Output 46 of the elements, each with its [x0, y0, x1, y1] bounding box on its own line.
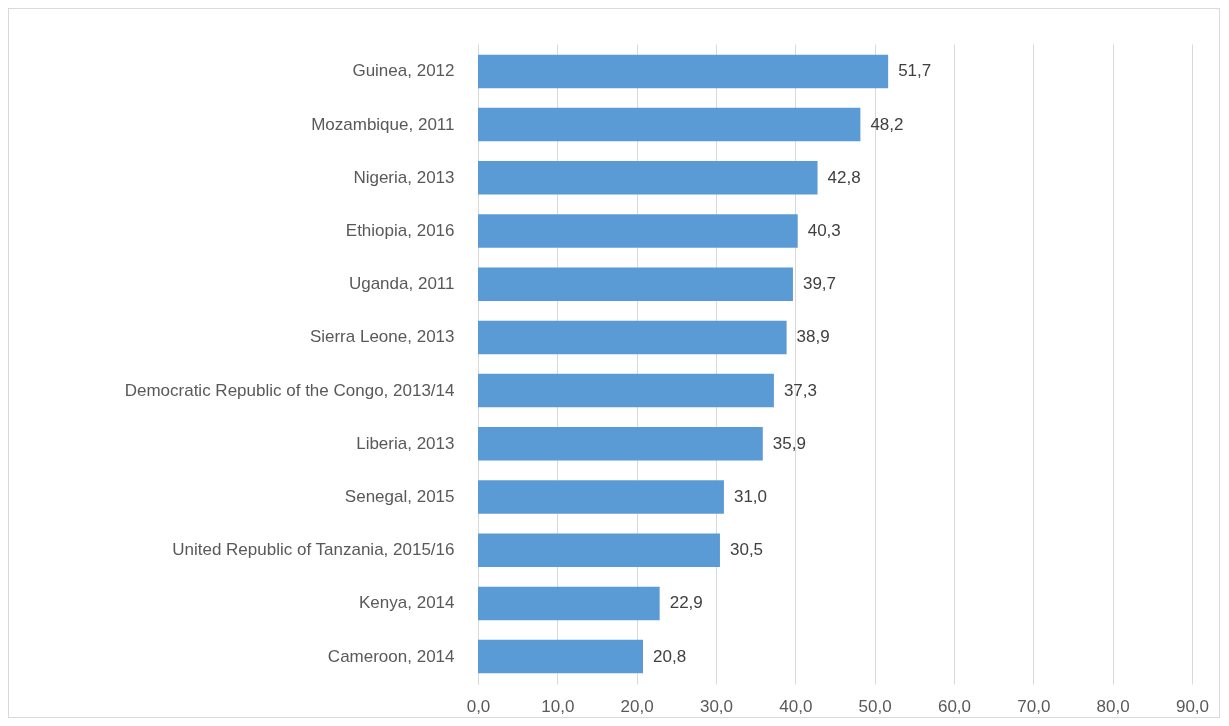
- y-tick-label: Democratic Republic of the Congo, 2013/14: [124, 380, 455, 400]
- y-tick-label: Liberia, 2013: [356, 433, 455, 453]
- y-tick-label: Sierra Leone, 2013: [309, 327, 455, 347]
- bar: [478, 533, 720, 567]
- bar: [478, 214, 798, 248]
- bar: [478, 107, 861, 142]
- y-tick-label: Kenya, 2014: [359, 593, 455, 613]
- x-tick-label: 20,0: [620, 696, 654, 716]
- x-tick-label: 30,0: [699, 696, 734, 716]
- x-tick-label: 50,0: [858, 696, 892, 716]
- data-label: 42,8: [827, 167, 861, 187]
- y-tick-label: Senegal, 2015: [344, 487, 455, 506]
- data-label: 31,0: [733, 487, 768, 506]
- x-tick-label: 80,0: [1096, 696, 1130, 716]
- bar: [478, 267, 793, 301]
- bar: [478, 427, 763, 461]
- data-label: 38,9: [796, 327, 830, 347]
- data-label: 51,7: [898, 61, 932, 81]
- bar: [478, 54, 889, 89]
- x-tick-label: 10,0: [541, 696, 575, 716]
- data-label: 22,9: [669, 593, 703, 613]
- y-tick-label: Mozambique, 2011: [311, 114, 455, 134]
- bar: [478, 480, 724, 514]
- x-tick-label: 90,0: [1175, 696, 1210, 716]
- bar: [478, 373, 774, 408]
- y-tick-label: Ethiopia, 2016: [345, 221, 455, 240]
- data-label: 39,7: [802, 274, 837, 294]
- bar: [478, 586, 660, 621]
- data-label: 40,3: [807, 221, 841, 240]
- y-tick-label: Nigeria, 2013: [353, 167, 455, 187]
- data-label: 37,3: [783, 380, 818, 400]
- x-tick-label: 70,0: [1017, 696, 1051, 716]
- y-tick-label: Cameroon, 2014: [327, 646, 455, 666]
- data-label: 20,8: [653, 646, 687, 666]
- y-tick-label: United Republic of Tanzania, 2015/16: [172, 540, 455, 560]
- x-tick-label: 0,0: [466, 696, 491, 716]
- data-label: 30,5: [729, 540, 764, 560]
- data-label: 48,2: [870, 114, 904, 134]
- bar: [478, 161, 818, 195]
- y-tick-label: Uganda, 2011: [348, 274, 455, 294]
- x-tick-label: 60,0: [937, 696, 972, 716]
- data-label: 35,9: [772, 433, 806, 453]
- y-tick-label: Guinea, 2012: [352, 61, 455, 81]
- bar: [478, 639, 644, 674]
- bar: [478, 320, 787, 355]
- x-tick-label: 40,0: [779, 696, 813, 716]
